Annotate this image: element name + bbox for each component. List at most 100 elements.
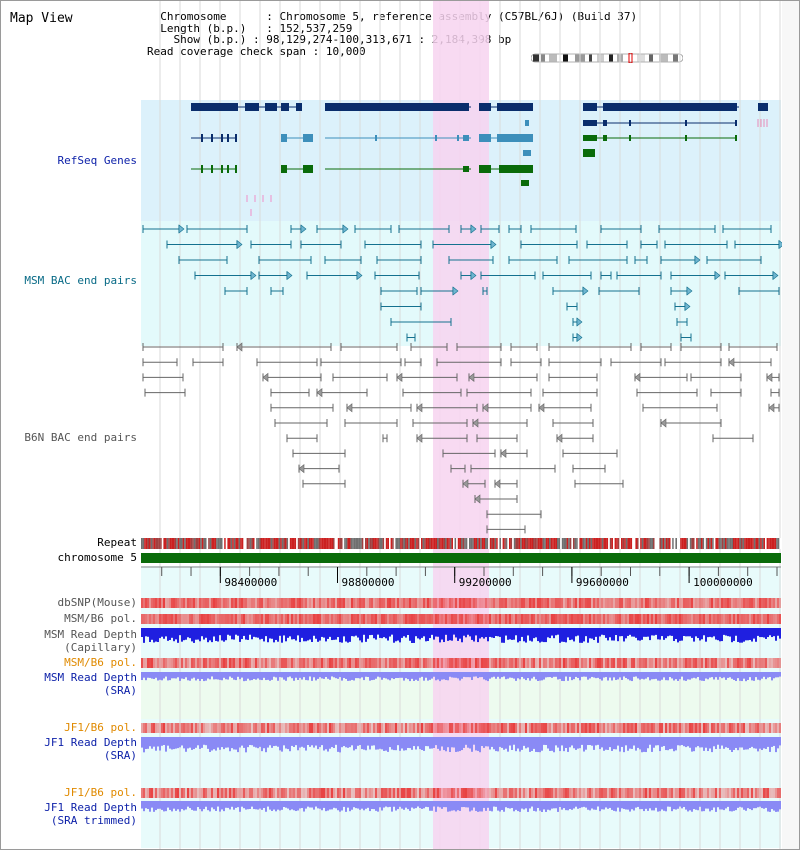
jf1-b6-pol-cell — [505, 723, 507, 733]
repeat-element — [425, 538, 428, 549]
msm-b6-pol2-cell — [675, 658, 677, 668]
quantitative-tracks[interactable] — [141, 1, 799, 849]
track-label-refseq[interactable]: RefSeq Genes — [57, 154, 137, 167]
msm-capillary-depth-bar — [383, 628, 385, 638]
jf1-trimmed-depth-bar — [689, 801, 691, 811]
track-label-msm-depth-capillary[interactable]: MSM Read Depth — [44, 628, 137, 641]
msm-b6-pol2-cell — [259, 658, 261, 668]
track-label-b6n-bac[interactable]: B6N BAC end pairs — [24, 431, 137, 444]
jf1-b6-pol2-cell — [567, 788, 569, 798]
msm-b6-pol2-cell — [497, 658, 499, 668]
msm-b6-pol2-cell — [157, 658, 159, 668]
jf1-trimmed-depth-bar — [289, 801, 291, 811]
msm-b6-pol-cell — [775, 614, 777, 624]
track-label-repeat[interactable]: Repeat — [97, 536, 137, 549]
jf1-b6-pol-cell — [487, 723, 489, 733]
repeat-element — [491, 538, 493, 549]
track-label-msm-depth-sra[interactable]: MSM Read Depth — [44, 671, 137, 684]
msm-sra-depth-bar — [633, 672, 635, 677]
msm-b6-pol-cell — [665, 614, 667, 624]
msm-b6-pol2-cell — [775, 658, 777, 668]
track-label-jf1-depth-trimmed[interactable]: JF1 Read Depth — [44, 801, 137, 814]
dbsnp-cell — [565, 598, 567, 608]
track-label-msm-b6-pol-1[interactable]: MSM/B6 pol. — [64, 612, 137, 625]
jf1-sra-depth-bar — [315, 737, 317, 746]
jf1-sra-depth-bar — [445, 737, 447, 752]
jf1-trimmed-depth-bar — [701, 801, 703, 812]
jf1-b6-pol2-cell — [343, 788, 345, 798]
jf1-sra-depth-bar — [551, 737, 553, 751]
repeat-element — [457, 538, 460, 549]
repeat-element — [392, 538, 394, 549]
dbsnp-cell — [147, 598, 149, 608]
repeat-element — [169, 538, 172, 549]
jf1-b6-pol2-cell — [685, 788, 687, 798]
msm-b6-pol2-cell — [613, 658, 615, 668]
jf1-b6-pol-cell — [699, 723, 701, 733]
jf1-trimmed-depth-bar — [775, 801, 777, 812]
jf1-b6-pol-cell — [229, 723, 231, 733]
msm-sra-depth-bar — [457, 672, 459, 679]
dbsnp-cell — [289, 598, 291, 608]
refseq-genes-track[interactable] — [191, 103, 768, 216]
msm-capillary-depth-bar — [341, 628, 343, 643]
msm-sra-depth-bar — [583, 672, 585, 677]
repeat-element — [401, 538, 404, 549]
jf1-b6-pol-cell — [371, 723, 373, 733]
jf1-trimmed-depth-bar — [217, 801, 219, 807]
msm-bac-track[interactable] — [142, 224, 785, 343]
jf1-b6-pol2-cell — [587, 788, 589, 798]
b6n-bac-arrow — [538, 403, 545, 413]
msm-sra-depth-bar — [141, 672, 143, 681]
msm-sra-depth-bar — [495, 672, 497, 679]
jf1-b6-pol-cell — [595, 723, 597, 733]
jf1-b6-pol-cell — [363, 723, 365, 733]
msm-capillary-depth-bar — [597, 628, 599, 643]
msm-b6-pol2-cell — [371, 658, 373, 668]
repeat-element — [635, 538, 637, 549]
msm-capillary-depth-bar — [181, 628, 183, 642]
msm-b6-pol-cell — [257, 614, 259, 624]
jf1-sra-depth-bar — [631, 737, 633, 749]
repeat-element — [555, 538, 557, 549]
jf1-b6-pol-cell — [765, 723, 767, 733]
repeat-element — [257, 538, 260, 549]
repeat-element — [384, 538, 386, 549]
dbsnp-cell — [217, 598, 219, 608]
msm-capillary-depth-bar — [311, 628, 313, 642]
highlight-region[interactable] — [433, 1, 489, 849]
jf1-sra-depth-bar — [167, 737, 169, 746]
msm-b6-pol-cell — [767, 614, 769, 624]
track-label-jf1-depth-sra[interactable]: JF1 Read Depth — [44, 736, 137, 749]
msm-b6-pol-cell — [239, 614, 241, 624]
dbsnp-cell — [271, 598, 273, 608]
show-key: Show (b.p.) — [173, 33, 247, 46]
jf1-trimmed-depth-bar — [191, 801, 193, 810]
track-label-msm-bac[interactable]: MSM BAC end pairs — [24, 274, 137, 287]
msm-b6-pol2-cell — [779, 658, 781, 668]
dbsnp-cell — [221, 598, 223, 608]
jf1-b6-pol2-cell — [729, 788, 731, 798]
jf1-b6-pol2-cell — [259, 788, 261, 798]
track-label-msm-b6-pol-2[interactable]: MSM/B6 pol. — [64, 656, 137, 669]
gene-a-row3-exon — [221, 134, 223, 142]
gene-f-row5-exon — [281, 165, 287, 173]
dbsnp-cell — [231, 598, 233, 608]
msm-b6-pol2-cell — [195, 658, 197, 668]
msm-b6-pol2-cell — [543, 658, 545, 668]
chromosome-ideogram[interactable] — [531, 53, 683, 63]
jf1-b6-pol2-cell — [209, 788, 211, 798]
b6n-bac-track[interactable] — [142, 342, 780, 534]
msm-b6-pol2-cell — [313, 658, 315, 668]
msm-b6-pol2-cell — [571, 658, 573, 668]
jf1-sra-depth-bar — [649, 737, 651, 745]
repeat-track[interactable] — [141, 538, 781, 549]
track-label-dbsnp[interactable]: dbSNP(Mouse) — [57, 596, 137, 609]
msm-sra-depth-bar — [467, 672, 469, 678]
jf1-b6-pol2-cell — [457, 788, 459, 798]
track-label-jf1-b6-pol-2[interactable]: JF1/B6 pol. — [64, 786, 137, 799]
track-label-jf1-b6-pol-1[interactable]: JF1/B6 pol. — [64, 721, 137, 734]
jf1-b6-pol-cell — [687, 723, 689, 733]
jf1-trimmed-depth-bar — [495, 801, 497, 807]
